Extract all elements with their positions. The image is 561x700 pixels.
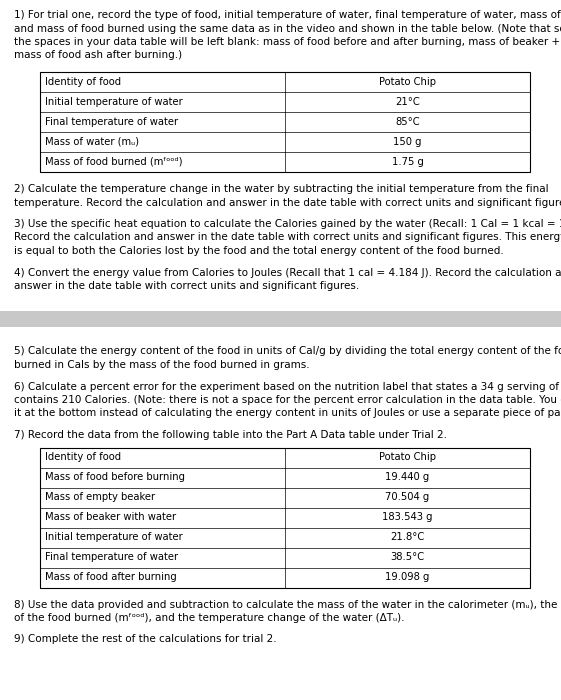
- Text: Record the calculation and answer in the date table with correct units and signi: Record the calculation and answer in the…: [14, 232, 561, 242]
- Bar: [40, 72, 530, 172]
- Text: Final temperature of water: Final temperature of water: [45, 552, 178, 563]
- Text: 5) Calculate the energy content of the food in units of Cal/g by dividing the to: 5) Calculate the energy content of the f…: [14, 346, 561, 356]
- Text: 183.543 g: 183.543 g: [382, 512, 433, 522]
- Text: 7) Record the data from the following table into the Part A Data table under Tri: 7) Record the data from the following ta…: [14, 430, 447, 440]
- Text: 19.098 g: 19.098 g: [385, 573, 430, 582]
- Bar: [0, 311, 561, 326]
- Text: Mass of food before burning: Mass of food before burning: [45, 473, 185, 482]
- Text: Mass of food after burning: Mass of food after burning: [45, 573, 177, 582]
- Text: 150 g: 150 g: [393, 137, 422, 147]
- Text: 1.75 g: 1.75 g: [392, 157, 424, 167]
- Text: 21°C: 21°C: [395, 97, 420, 107]
- Text: 38.5°C: 38.5°C: [390, 552, 425, 563]
- Text: Final temperature of water: Final temperature of water: [45, 117, 178, 127]
- Text: of the food burned (mᶠᵒᵒᵈ), and the temperature change of the water (ΔTᵤ).: of the food burned (mᶠᵒᵒᵈ), and the temp…: [14, 613, 404, 623]
- Text: Initial temperature of water: Initial temperature of water: [45, 533, 183, 542]
- Text: is equal to both the Calories lost by the food and the total energy content of t: is equal to both the Calories lost by th…: [14, 246, 504, 256]
- Text: 2) Calculate the temperature change in the water by subtracting the initial temp: 2) Calculate the temperature change in t…: [14, 184, 549, 194]
- Text: Potato Chip: Potato Chip: [379, 77, 436, 87]
- Text: Mass of food burned (mᶠᵒᵒᵈ): Mass of food burned (mᶠᵒᵒᵈ): [45, 157, 182, 167]
- Text: 1) For trial one, record the type of food, initial temperature of water, final t: 1) For trial one, record the type of foo…: [14, 10, 561, 20]
- Text: Initial temperature of water: Initial temperature of water: [45, 97, 183, 107]
- Text: it at the bottom instead of calculating the energy content in units of Joules or: it at the bottom instead of calculating …: [14, 409, 561, 419]
- Text: Mass of empty beaker: Mass of empty beaker: [45, 493, 155, 503]
- Text: 3) Use the specific heat equation to calculate the Calories gained by the water : 3) Use the specific heat equation to cal…: [14, 219, 561, 229]
- Text: contains 210 Calories. (Note: there is not a space for the percent error calcula: contains 210 Calories. (Note: there is n…: [14, 395, 561, 405]
- Text: temperature. Record the calculation and answer in the date table with correct un: temperature. Record the calculation and …: [14, 197, 561, 207]
- Text: mass of food ash after burning.): mass of food ash after burning.): [14, 50, 182, 60]
- Text: the spaces in your data table will be left blank: mass of food before and after : the spaces in your data table will be le…: [14, 37, 561, 47]
- Text: Mass of water (mᵤ): Mass of water (mᵤ): [45, 137, 139, 147]
- Text: 6) Calculate a percent error for the experiment based on the nutrition label tha: 6) Calculate a percent error for the exp…: [14, 382, 561, 391]
- Bar: [40, 447, 530, 587]
- Text: 9) Complete the rest of the calculations for trial 2.: 9) Complete the rest of the calculations…: [14, 634, 277, 645]
- Text: Identity of food: Identity of food: [45, 452, 121, 463]
- Text: answer in the date table with correct units and significant figures.: answer in the date table with correct un…: [14, 281, 359, 291]
- Text: 19.440 g: 19.440 g: [385, 473, 430, 482]
- Text: Identity of food: Identity of food: [45, 77, 121, 87]
- Text: and mass of food burned using the same data as in the video and shown in the tab: and mass of food burned using the same d…: [14, 24, 561, 34]
- Text: 4) Convert the energy value from Calories to Joules (Recall that 1 cal = 4.184 J: 4) Convert the energy value from Calorie…: [14, 267, 561, 277]
- Text: 21.8°C: 21.8°C: [390, 533, 425, 542]
- Text: Mass of beaker with water: Mass of beaker with water: [45, 512, 176, 522]
- Text: burned in Cals by the mass of the food burned in grams.: burned in Cals by the mass of the food b…: [14, 360, 310, 370]
- Text: 85°C: 85°C: [395, 117, 420, 127]
- Text: Potato Chip: Potato Chip: [379, 452, 436, 463]
- Text: 70.504 g: 70.504 g: [385, 493, 430, 503]
- Text: 8) Use the data provided and subtraction to calculate the mass of the water in t: 8) Use the data provided and subtraction…: [14, 599, 561, 610]
